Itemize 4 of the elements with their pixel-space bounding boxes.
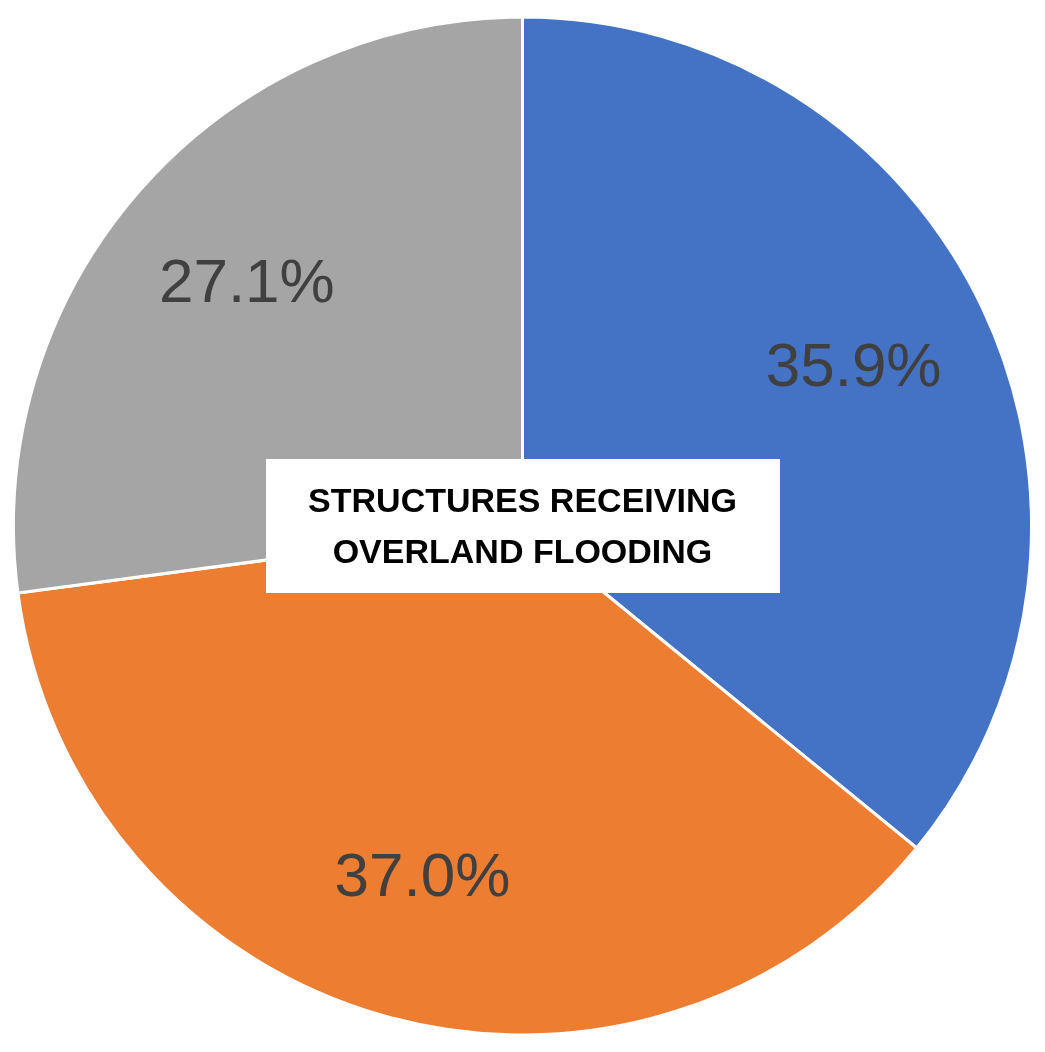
data-label: 27.1% xyxy=(158,245,335,315)
data-label: 35.9% xyxy=(765,330,942,400)
data-label: 37.0% xyxy=(334,839,511,909)
text: STRUCTURES RECEIVING OVERLAND FLOODING xyxy=(265,459,780,593)
